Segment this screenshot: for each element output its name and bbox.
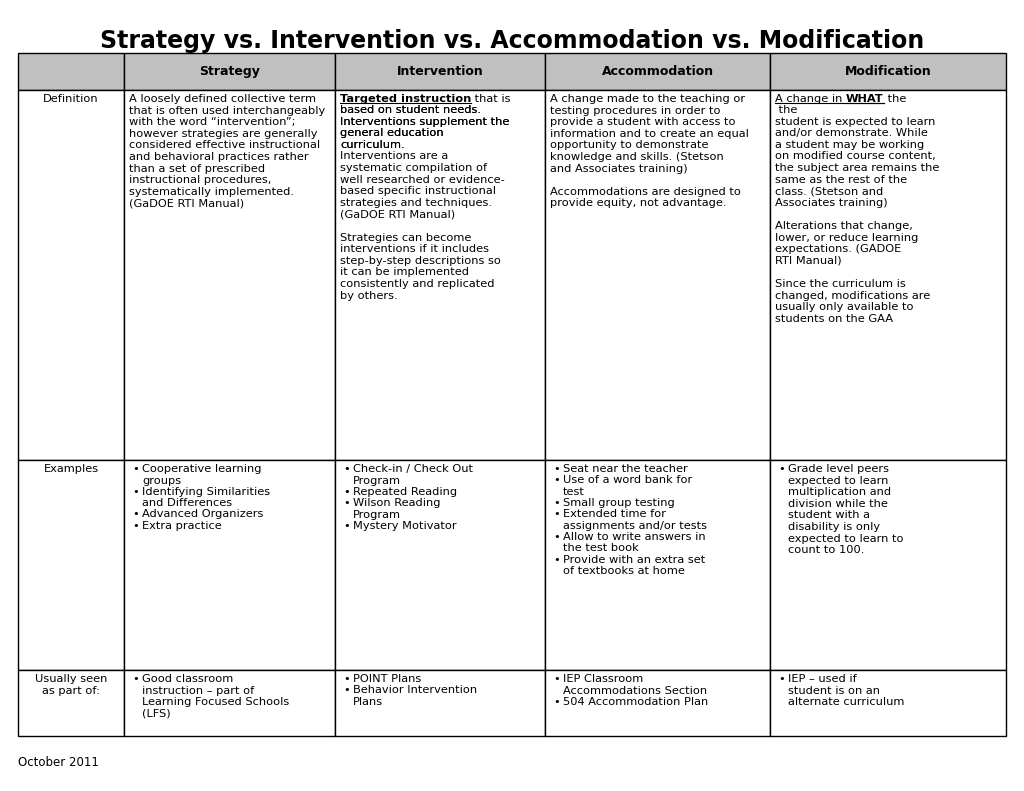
Text: Extra practice: Extra practice [142, 520, 222, 531]
Text: Strategy vs. Intervention vs. Accommodation vs. Modification: Strategy vs. Intervention vs. Accommodat… [100, 29, 924, 53]
Text: •: • [778, 674, 784, 684]
Text: Wilson Reading
Program: Wilson Reading Program [353, 498, 440, 520]
Bar [770, 90, 1006, 460]
Text: Targeted instruction: Targeted instruction [340, 94, 471, 104]
Text: the: the [884, 94, 906, 104]
Bar [545, 670, 770, 736]
Text: 504 Accommodation Plan: 504 Accommodation Plan [563, 697, 709, 706]
Text: •: • [553, 674, 560, 684]
Text: A change made to the teaching or
testing procedures in order to
provide a studen: A change made to the teaching or testing… [550, 94, 749, 208]
Text: WHAT: WHAT [846, 94, 884, 104]
Text: •: • [343, 464, 350, 474]
Text: •: • [553, 498, 560, 508]
Text: •: • [553, 697, 560, 706]
Text: •: • [132, 520, 138, 531]
Text: •: • [132, 674, 138, 684]
Text: Extended time for
assignments and/or tests: Extended time for assignments and/or tes… [563, 509, 707, 531]
Text: •: • [778, 464, 784, 474]
Bar [770, 670, 1006, 736]
Text: •: • [132, 509, 138, 519]
Bar [124, 53, 335, 90]
Text: •: • [132, 464, 138, 474]
Text: Identifying Similarities
and Differences: Identifying Similarities and Differences [142, 486, 270, 509]
Bar [335, 90, 545, 460]
Text: POINT Plans: POINT Plans [353, 674, 421, 684]
Text: IEP – used if
student is on an
alternate curriculum: IEP – used if student is on an alternate… [788, 674, 904, 707]
Bar [335, 53, 545, 90]
Text: October 2011: October 2011 [18, 756, 99, 769]
Text: Advanced Organizers: Advanced Organizers [142, 509, 263, 519]
Text: based on student needs.
Interventions supplement the
general education
curriculu: based on student needs. Interventions su… [340, 105, 509, 301]
Text: •: • [343, 685, 350, 695]
Text: Examples: Examples [43, 464, 98, 474]
Text: A loosely defined collective term
that is often used interchangeably
with the wo: A loosely defined collective term that i… [129, 94, 326, 208]
Text: •: • [343, 486, 350, 497]
Bar [124, 670, 335, 736]
Text: Use of a word bank for
test: Use of a word bank for test [563, 475, 692, 497]
Text: Intervention: Intervention [396, 65, 483, 78]
Bar [335, 460, 545, 670]
Text: Strategy: Strategy [199, 65, 260, 78]
Text: •: • [553, 475, 560, 486]
Text: Repeated Reading: Repeated Reading [353, 486, 457, 497]
Text: Small group testing: Small group testing [563, 498, 675, 508]
Text: Provide with an extra set
of textbooks at home: Provide with an extra set of textbooks a… [563, 554, 706, 576]
Bar [18, 90, 124, 460]
Text: Good classroom
instruction – part of
Learning Focused Schools
(LFS): Good classroom instruction – part of Lea… [142, 674, 289, 719]
Text: •: • [132, 486, 138, 497]
Text: Mystery Motivator: Mystery Motivator [353, 520, 457, 531]
Bar [18, 460, 124, 670]
Text: •: • [553, 464, 560, 474]
Text: •: • [553, 509, 560, 519]
Bar [545, 53, 770, 90]
Bar [545, 90, 770, 460]
Text: •: • [343, 674, 350, 684]
Bar [18, 53, 124, 90]
Bar [18, 670, 124, 736]
Bar [124, 90, 335, 460]
Text: Seat near the teacher: Seat near the teacher [563, 464, 688, 474]
Text: Cooperative learning
groups: Cooperative learning groups [142, 464, 261, 486]
Text: based on student needs.
Interventions supplement the
general education
curriculu: based on student needs. Interventions su… [340, 105, 509, 149]
Text: •: • [553, 554, 560, 565]
Text: IEP Classroom
Accommodations Section: IEP Classroom Accommodations Section [563, 674, 708, 695]
Text: Behavior Intervention
Plans: Behavior Intervention Plans [353, 685, 477, 707]
Bar [770, 460, 1006, 670]
Bar [770, 53, 1006, 90]
Text: Grade level peers
expected to learn
multiplication and
division while the
studen: Grade level peers expected to learn mult… [788, 464, 903, 555]
Text: •: • [553, 532, 560, 542]
Text: the
student is expected to learn
and/or demonstrate. While
a student may be work: the student is expected to learn and/or … [775, 105, 939, 324]
Text: that is: that is [471, 94, 511, 104]
Text: Accommodation: Accommodation [601, 65, 714, 78]
Text: •: • [343, 520, 350, 531]
Bar [335, 670, 545, 736]
Text: Usually seen
as part of:: Usually seen as part of: [35, 674, 108, 695]
Text: Check-in / Check Out
Program: Check-in / Check Out Program [353, 464, 473, 486]
Text: Allow to write answers in
the test book: Allow to write answers in the test book [563, 532, 706, 554]
Text: Definition: Definition [43, 94, 98, 104]
Text: •: • [343, 498, 350, 508]
Bar [545, 460, 770, 670]
Text: A change in: A change in [775, 94, 846, 104]
Bar [124, 460, 335, 670]
Text: Modification: Modification [845, 65, 932, 78]
